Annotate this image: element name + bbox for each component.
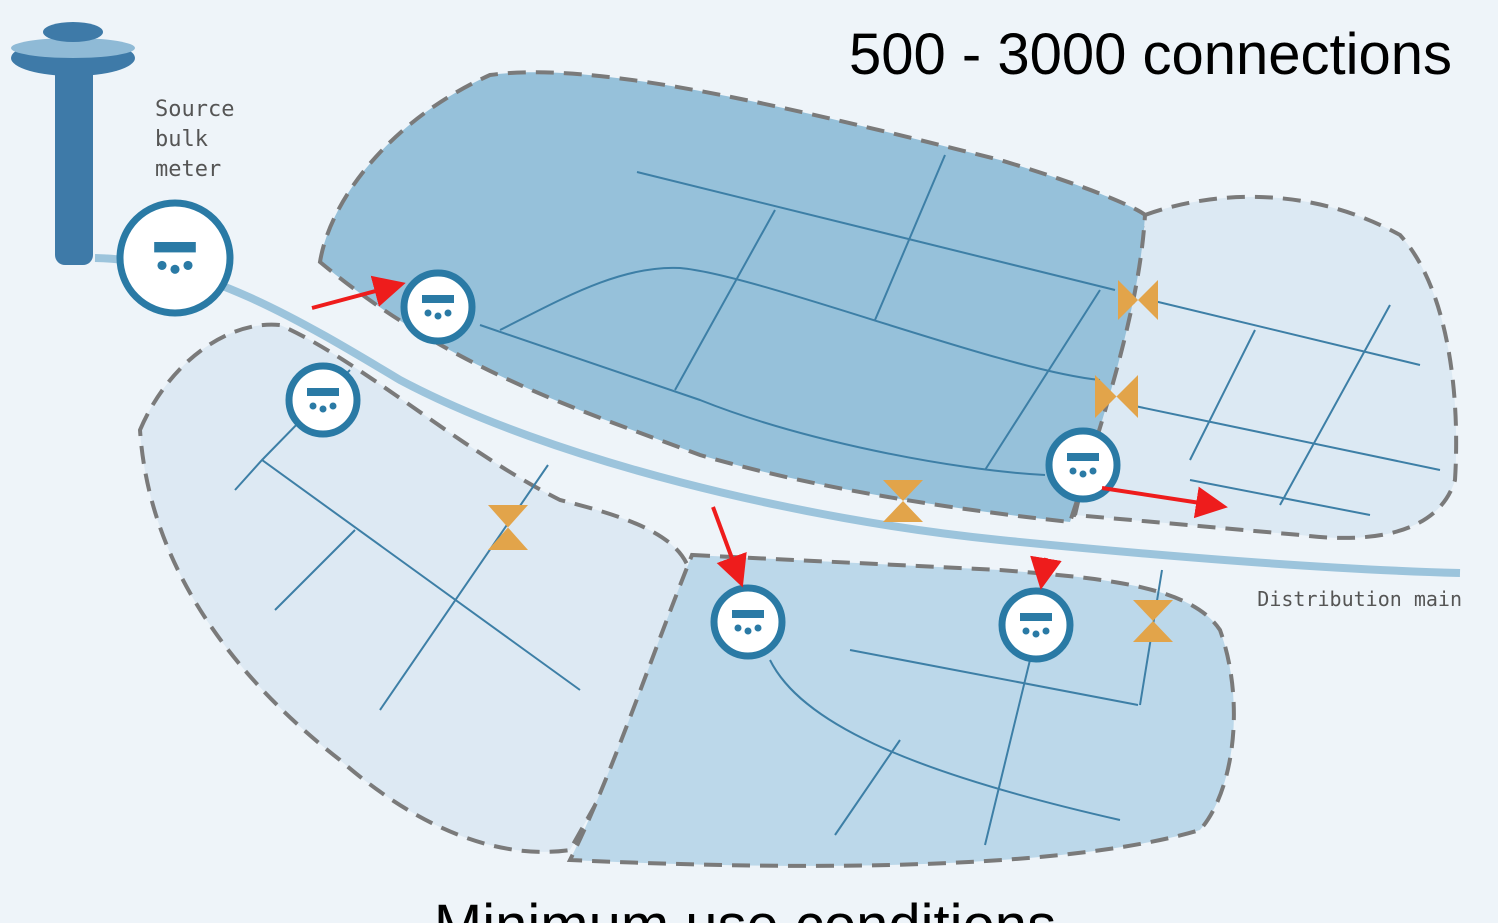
- source-label-line: bulk: [155, 127, 208, 152]
- caption: Minimum use conditions: [434, 893, 1056, 923]
- valves: [488, 280, 1173, 642]
- source-label: Source bulk meter: [155, 97, 234, 182]
- source-label-line: meter: [155, 157, 221, 182]
- meters: [116, 199, 1121, 663]
- streets: [234, 154, 1441, 846]
- water-tower: [11, 22, 135, 265]
- distribution-main: [94, 254, 1461, 577]
- source-label-line: Source: [155, 97, 234, 122]
- main-label: Distribution main: [1257, 587, 1462, 611]
- arrows: [311, 275, 1228, 590]
- title: 500 - 3000 connections: [849, 22, 1452, 87]
